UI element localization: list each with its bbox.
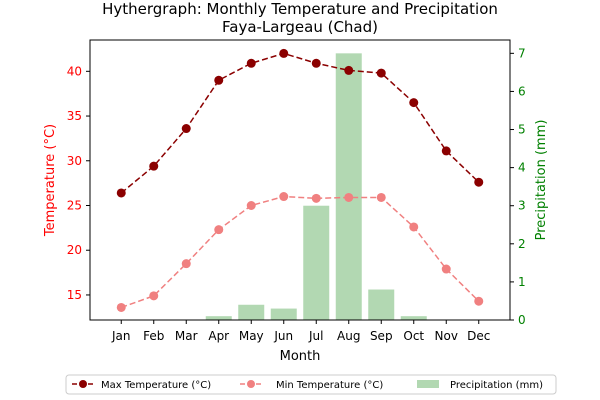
y-right-tick-label: 6 <box>518 84 526 98</box>
max-temp-point <box>181 124 191 134</box>
y-left-tick-label: 25 <box>67 198 82 212</box>
x-tick-label: Aug <box>337 329 360 343</box>
min-temp-line <box>120 195 480 309</box>
x-tick-label: Sep <box>370 329 393 343</box>
y-left-tick-label: 15 <box>67 288 82 302</box>
min-temp-point <box>279 192 289 202</box>
plot-frame <box>89 39 511 321</box>
legend-box <box>65 374 557 395</box>
min-temp-point <box>344 192 354 202</box>
x-tick-label: May <box>239 329 264 343</box>
chart-subtitle: Faya-Largeau (Chad) <box>222 18 378 36</box>
x-axis-label: Month <box>280 349 321 364</box>
x-tick-label: Mar <box>175 329 198 343</box>
min-temp-point <box>149 291 159 301</box>
max-temp-point <box>474 177 484 187</box>
y-left-tick-label: 40 <box>67 64 82 78</box>
x-tick-label: Nov <box>435 329 458 343</box>
min-temp-point <box>474 296 484 306</box>
min-temp-point <box>409 222 419 232</box>
y-right-tick-label: 5 <box>518 123 526 137</box>
x-tick-label: Apr <box>208 329 229 343</box>
y-right-tick-label: 4 <box>518 161 526 175</box>
x-tick-label: Dec <box>467 329 490 343</box>
y-right-tick-label: 2 <box>518 237 526 251</box>
chart-title: Hythergraph: Monthly Temperature and Pre… <box>102 0 498 18</box>
min-temp-point <box>181 259 191 269</box>
max-temp-point <box>441 146 451 156</box>
legend-entry-label: Max Temperature (°C) <box>101 380 211 391</box>
max-temp-point <box>279 48 289 58</box>
max-temp-line <box>120 52 480 194</box>
precipitation-bar <box>205 316 232 320</box>
precipitation-bar <box>238 304 265 320</box>
precipitation-bar <box>303 205 330 320</box>
x-tick-label: Oct <box>403 329 424 343</box>
min-temp-point <box>246 200 256 210</box>
x-tick-label: Jun <box>273 329 293 343</box>
max-temp-point <box>214 75 224 85</box>
legend-bar-swatch <box>417 380 439 388</box>
y-right-tick-label: 7 <box>518 46 526 60</box>
legend-marker-swatch <box>79 380 87 388</box>
legend-marker-swatch <box>247 380 255 388</box>
x-tick-label: Feb <box>143 329 164 343</box>
y-left-tick-label: 30 <box>67 154 82 168</box>
y-right-tick-label: 3 <box>518 199 526 213</box>
min-temp-point <box>376 192 386 202</box>
x-tick-label: Jul <box>308 329 323 343</box>
min-temp-point <box>214 225 224 235</box>
legend-entry-label: Min Temperature (°C) <box>276 380 383 391</box>
min-temp-point <box>441 264 451 274</box>
legend-entry-label: Precipitation (mm) <box>450 380 543 391</box>
y-right-tick-label: 1 <box>518 275 526 289</box>
precipitation-bar <box>368 289 395 320</box>
y-left-tick-label: 20 <box>67 243 82 257</box>
y-axis-right-label: Precipitation (mm) <box>534 120 549 241</box>
max-temp-point <box>116 188 126 198</box>
precipitation-bar <box>270 308 297 320</box>
precipitation-bar <box>335 53 362 320</box>
y-right-tick-label: 0 <box>518 313 526 327</box>
min-temp-point <box>116 302 126 312</box>
max-temp-point <box>409 98 419 108</box>
max-temp-point <box>149 161 159 171</box>
max-temp-point <box>246 58 256 68</box>
x-tick-label: Jan <box>111 329 131 343</box>
precipitation-bar <box>400 316 427 320</box>
legend: Max Temperature (°C) Min Temperature (°C)… <box>65 374 557 395</box>
max-temp-point <box>344 65 354 75</box>
y-axis-left-label: Temperature (°C) <box>43 124 58 237</box>
y-left-tick-label: 35 <box>67 109 82 123</box>
min-temp-point <box>311 193 321 203</box>
max-temp-point <box>311 58 321 68</box>
max-temp-point <box>376 68 386 78</box>
